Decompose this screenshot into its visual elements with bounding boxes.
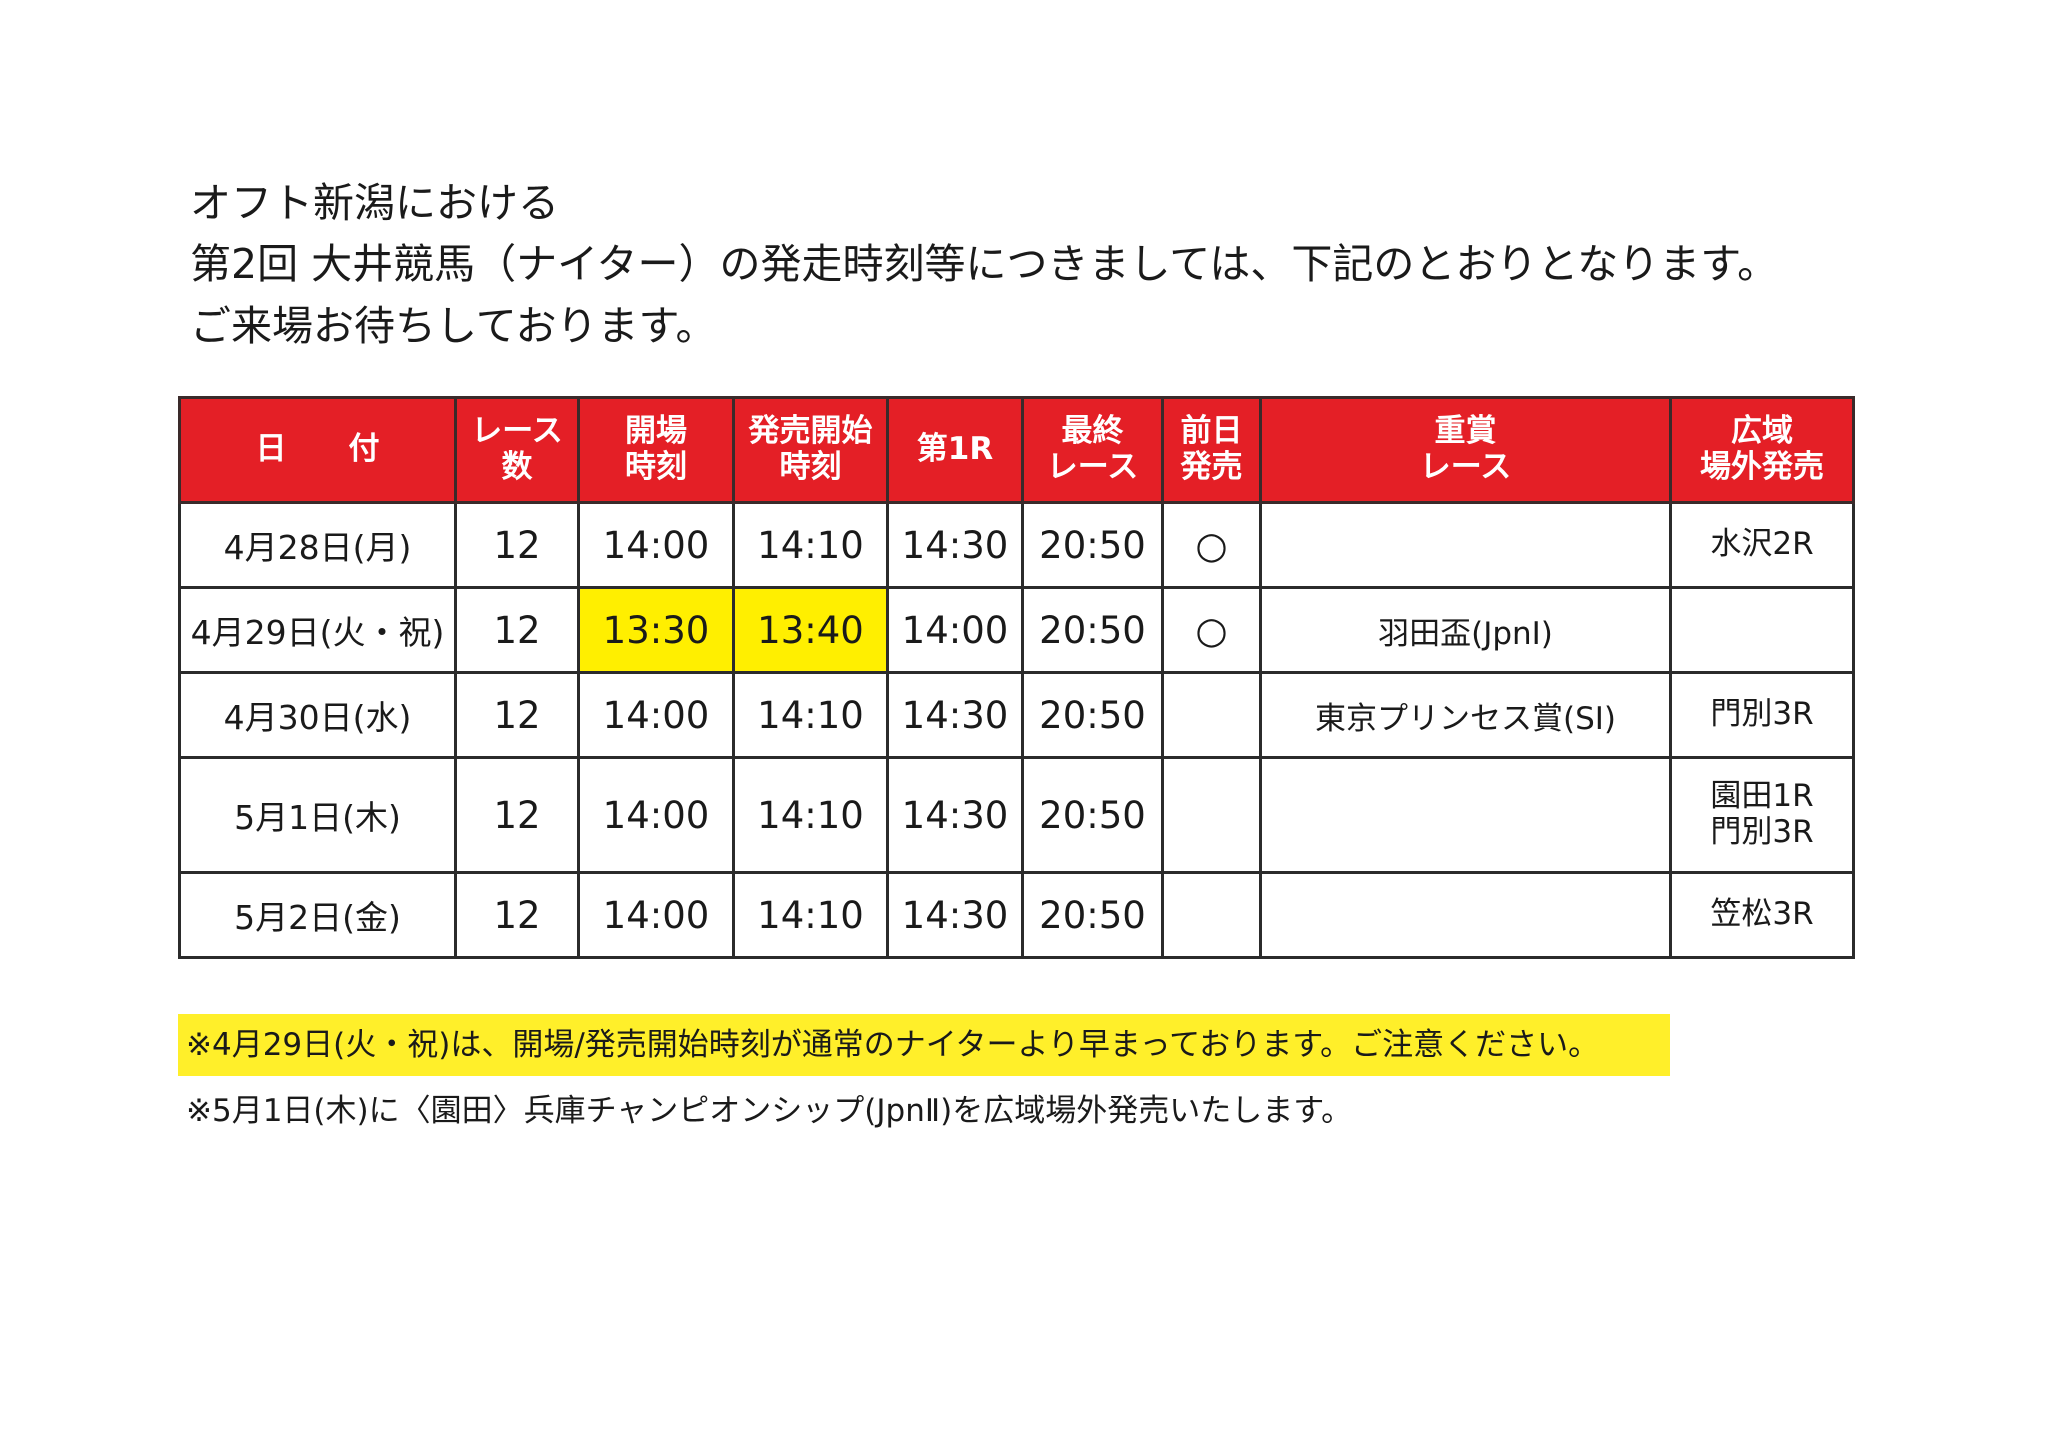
- header-races: レース数: [454, 396, 580, 504]
- header-graded-race: 重賞 レース: [1259, 396, 1672, 504]
- cell-date: 4月30日(水): [178, 671, 457, 759]
- cell-date: 4月28日(月): [178, 501, 457, 589]
- cell-sale-start: 14:10: [732, 501, 889, 589]
- cell-wide-area-sale: 水沢2R: [1669, 501, 1855, 589]
- cell-first-race: 14:30: [886, 871, 1024, 959]
- intro-line-3: ご来場お待ちしております。: [190, 301, 717, 350]
- cell-date: 5月2日(金): [178, 871, 457, 959]
- cell-wide-area-sale: 笠松3R: [1669, 871, 1855, 959]
- cell-last-race: 20:50: [1021, 501, 1164, 589]
- header-last-race: 最終 レース: [1021, 396, 1164, 504]
- cell-races: 12: [454, 671, 580, 759]
- table-row: 4月30日(水) 12 14:00 14:10 14:30 20:50 東京プリ…: [178, 671, 1855, 759]
- cell-prev-day-sale: [1161, 671, 1262, 759]
- cell-prev-day-sale: [1161, 756, 1262, 874]
- cell-last-race: 20:50: [1021, 586, 1164, 674]
- cell-sale-start: 13:40: [732, 586, 889, 674]
- header-date: 日 付: [178, 396, 457, 504]
- cell-graded-race: [1259, 871, 1672, 959]
- cell-date: 5月1日(木): [178, 756, 457, 874]
- cell-open-time: 13:30: [577, 586, 735, 674]
- table-row: 4月29日(火・祝) 12 13:30 13:40 14:00 20:50 ○ …: [178, 586, 1855, 674]
- cell-graded-race: [1259, 756, 1672, 874]
- cell-first-race: 14:30: [886, 756, 1024, 874]
- cell-prev-day-sale: [1161, 871, 1262, 959]
- cell-races: 12: [454, 501, 580, 589]
- race-schedule-table: 日 付 レース数 開場 時刻 発売開始 時刻 第1R 最終 レース 前日 発売 重賞 レー…: [178, 396, 1855, 959]
- cell-wide-area-sale: 門別3R: [1669, 671, 1855, 759]
- header-prev-day-sale: 前日 発売: [1161, 396, 1262, 504]
- table-header-row: 日 付 レース数 開場 時刻 発売開始 時刻 第1R 最終 レース 前日 発売 重賞 レー…: [178, 396, 1855, 504]
- table-row: 4月28日(月) 12 14:00 14:10 14:30 20:50 ○ 水沢…: [178, 501, 1855, 589]
- cell-sale-start: 14:10: [732, 871, 889, 959]
- header-first-race: 第1R: [886, 396, 1024, 504]
- cell-sale-start: 14:10: [732, 756, 889, 874]
- cell-last-race: 20:50: [1021, 671, 1164, 759]
- cell-first-race: 14:30: [886, 671, 1024, 759]
- cell-last-race: 20:50: [1021, 756, 1164, 874]
- header-wide-area-sale: 広域 場外発売: [1669, 396, 1855, 504]
- note-wide-area-sale: ※5月1日(木)に〈園田〉兵庫チャンピオンシップ(JpnⅡ)を広域場外発売いたし…: [186, 1093, 1353, 1129]
- cell-first-race: 14:30: [886, 501, 1024, 589]
- header-sale-start: 発売開始 時刻: [732, 396, 889, 504]
- cell-prev-day-sale: ○: [1161, 501, 1262, 589]
- cell-open-time: 14:00: [577, 501, 735, 589]
- header-open-time: 開場 時刻: [577, 396, 735, 504]
- intro-line-1: オフト新潟における: [190, 179, 559, 227]
- cell-date: 4月29日(火・祝): [178, 586, 457, 674]
- cell-open-time: 14:00: [577, 671, 735, 759]
- cell-last-race: 20:50: [1021, 871, 1164, 959]
- cell-wide-area-sale: [1669, 586, 1855, 674]
- table-row: 5月1日(木) 12 14:00 14:10 14:30 20:50 園田1R 門…: [178, 756, 1855, 874]
- note-early-opening: ※4月29日(火・祝)は、開場/発売開始時刻が通常のナイターより早まっております…: [178, 1014, 1670, 1076]
- intro-line-2: 第2回 大井競馬（ナイター）の発走時刻等につきましては、下記のとおりとなります。: [190, 240, 1779, 289]
- cell-races: 12: [454, 871, 580, 959]
- cell-open-time: 14:00: [577, 871, 735, 959]
- cell-wide-area-sale: 園田1R 門別3R: [1669, 756, 1855, 874]
- cell-graded-race: 東京プリンセス賞(SⅠ): [1259, 671, 1672, 759]
- table-row: 5月2日(金) 12 14:00 14:10 14:30 20:50 笠松3R: [178, 871, 1855, 959]
- cell-graded-race: 羽田盃(JpnⅠ): [1259, 586, 1672, 674]
- cell-sale-start: 14:10: [732, 671, 889, 759]
- cell-races: 12: [454, 586, 580, 674]
- cell-races: 12: [454, 756, 580, 874]
- cell-graded-race: [1259, 501, 1672, 589]
- cell-first-race: 14:00: [886, 586, 1024, 674]
- cell-prev-day-sale: ○: [1161, 586, 1262, 674]
- cell-open-time: 14:00: [577, 756, 735, 874]
- intro-text: オフト新潟における 第2回 大井競馬（ナイター）の発走時刻等につきましては、下記…: [190, 178, 1778, 352]
